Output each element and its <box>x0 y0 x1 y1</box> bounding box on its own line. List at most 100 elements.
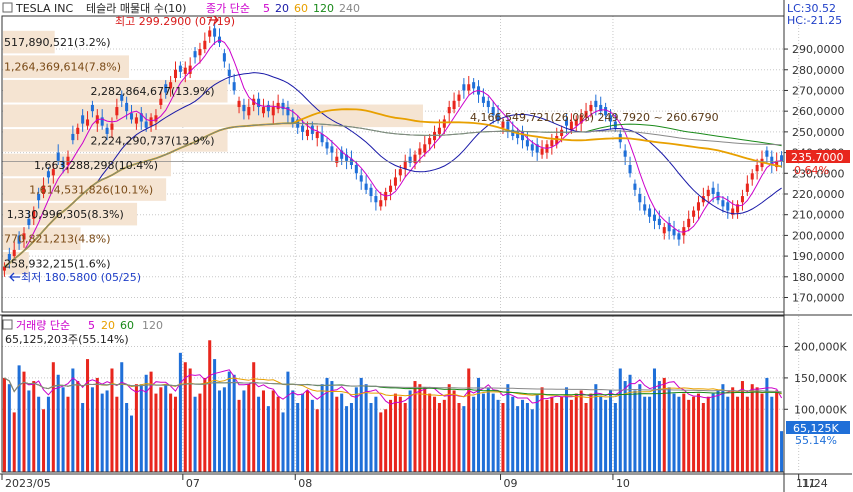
volume-bar[interactable] <box>555 403 559 472</box>
candle[interactable] <box>491 107 495 116</box>
candle[interactable] <box>736 204 740 213</box>
volume-bar[interactable] <box>173 396 178 472</box>
volume-bar[interactable] <box>198 393 202 472</box>
candle[interactable] <box>457 94 461 101</box>
volume-bar[interactable] <box>628 374 632 472</box>
candle[interactable] <box>247 107 251 116</box>
candle[interactable] <box>731 208 735 215</box>
volume-bar[interactable] <box>696 393 700 472</box>
candle[interactable] <box>169 82 173 89</box>
candle[interactable] <box>46 171 50 178</box>
volume-bar[interactable] <box>217 390 222 472</box>
volume-bar[interactable] <box>130 415 134 472</box>
candle[interactable] <box>775 160 779 168</box>
volume-bar[interactable] <box>32 381 36 472</box>
volume-bar[interactable] <box>271 390 275 472</box>
volume-bar[interactable] <box>37 396 41 472</box>
volume-bar[interactable] <box>442 399 446 472</box>
candle[interactable] <box>261 107 265 114</box>
volume-bar[interactable] <box>335 396 339 472</box>
volume-bar[interactable] <box>90 387 94 472</box>
volume-bar[interactable] <box>481 393 485 472</box>
volume-bar[interactable] <box>291 390 295 472</box>
volume-bar[interactable] <box>105 390 109 472</box>
volume-bar[interactable] <box>682 393 686 472</box>
volume-bar[interactable] <box>731 387 735 472</box>
candle[interactable] <box>7 254 11 261</box>
volume-bar[interactable] <box>716 390 720 472</box>
candle[interactable] <box>213 28 217 37</box>
volume-bar[interactable] <box>7 384 11 472</box>
candle[interactable] <box>594 100 598 108</box>
volume-bar[interactable] <box>12 412 16 472</box>
candle[interactable] <box>315 131 319 139</box>
candle[interactable] <box>633 183 637 190</box>
volume-bar[interactable] <box>623 381 627 472</box>
volume-bar[interactable] <box>457 403 461 472</box>
candle[interactable] <box>90 104 94 112</box>
candle[interactable] <box>540 148 544 155</box>
candle[interactable] <box>755 165 759 172</box>
volume-bar[interactable] <box>452 390 456 472</box>
volume-bar[interactable] <box>359 377 363 472</box>
volume-bar[interactable] <box>462 406 466 472</box>
candle[interactable] <box>408 156 412 163</box>
volume-bar[interactable] <box>569 399 573 472</box>
volume-bar[interactable] <box>413 381 417 472</box>
volume-bar[interactable] <box>437 403 441 472</box>
volume-bar[interactable] <box>604 399 608 472</box>
candle[interactable] <box>12 249 16 257</box>
volume-bar[interactable] <box>281 412 285 472</box>
candle[interactable] <box>222 53 226 62</box>
candle[interactable] <box>271 107 275 116</box>
volume-bar[interactable] <box>144 374 148 472</box>
volume-bar[interactable] <box>687 399 691 472</box>
volume-bar[interactable] <box>550 396 554 472</box>
volume-bar[interactable] <box>608 390 613 472</box>
candle[interactable] <box>130 113 134 120</box>
candle[interactable] <box>203 40 207 50</box>
volume-bar[interactable] <box>726 396 730 472</box>
candle[interactable] <box>281 102 285 110</box>
candle[interactable] <box>506 121 510 130</box>
volume-bar[interactable] <box>125 403 129 472</box>
volume-bar[interactable] <box>100 393 104 472</box>
volume-bar[interactable] <box>178 352 182 472</box>
candle[interactable] <box>692 210 696 217</box>
volume-bar[interactable] <box>516 406 520 472</box>
candle[interactable] <box>61 160 65 168</box>
candle[interactable] <box>564 119 569 126</box>
candle[interactable] <box>164 84 168 93</box>
candle[interactable] <box>266 104 270 112</box>
volume-bar[interactable] <box>315 409 319 472</box>
candle[interactable] <box>301 125 305 132</box>
candle[interactable] <box>525 140 529 147</box>
candle[interactable] <box>535 144 539 153</box>
volume-bar[interactable] <box>354 387 358 472</box>
volume-bar[interactable] <box>398 396 402 472</box>
candle[interactable] <box>198 49 202 56</box>
candle[interactable] <box>374 196 378 203</box>
candle[interactable] <box>369 187 373 197</box>
candle[interactable] <box>403 160 407 170</box>
candle[interactable] <box>437 127 441 134</box>
volume-bar[interactable] <box>252 362 256 472</box>
candle[interactable] <box>105 127 109 134</box>
candle[interactable] <box>188 65 192 74</box>
volume-bar[interactable] <box>706 396 710 472</box>
candle[interactable] <box>144 121 148 128</box>
volume-bar[interactable] <box>423 387 427 472</box>
volume-bar[interactable] <box>22 371 26 472</box>
volume-bar[interactable] <box>76 381 80 472</box>
candle[interactable] <box>76 127 80 134</box>
volume-bar[interactable] <box>652 368 656 473</box>
volume-bar[interactable] <box>393 393 397 472</box>
candle[interactable] <box>780 155 784 162</box>
candle[interactable] <box>227 69 231 76</box>
candle[interactable] <box>335 156 339 163</box>
volume-bar[interactable] <box>657 381 661 472</box>
candle[interactable] <box>662 227 666 234</box>
volume-bar[interactable] <box>579 390 583 472</box>
volume-bar[interactable] <box>266 406 270 472</box>
candle[interactable] <box>398 169 402 176</box>
